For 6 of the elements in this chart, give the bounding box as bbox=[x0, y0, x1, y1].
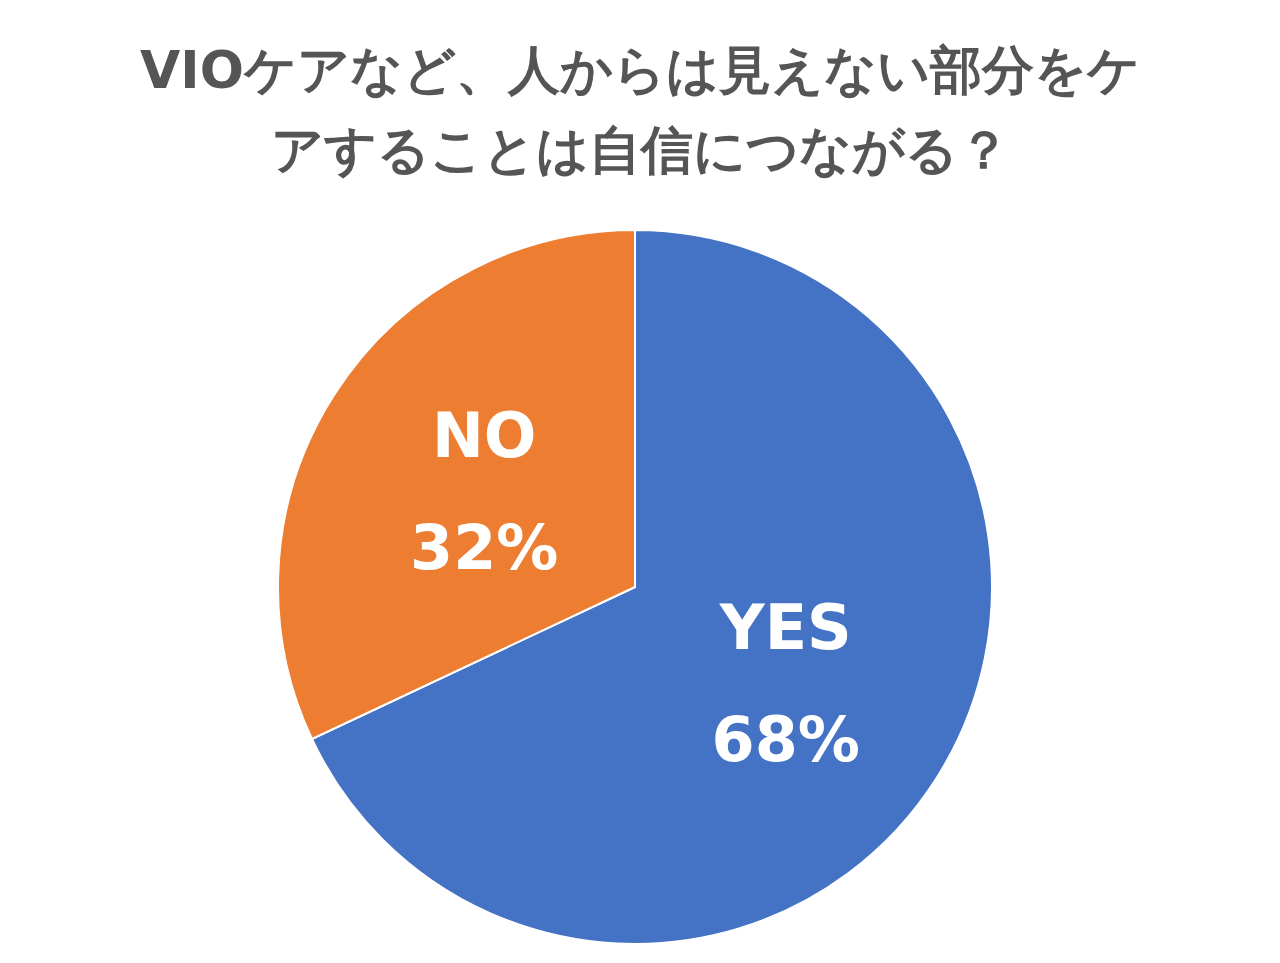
slice-label: NO bbox=[431, 399, 537, 473]
chart-title: VIOケアなど、人からは見えない部分をケアすることは自信につながる？ bbox=[139, 39, 1141, 182]
data-label: 32% bbox=[410, 511, 559, 585]
slice-label: YES bbox=[718, 590, 852, 664]
data-label: 68% bbox=[711, 702, 860, 776]
pie-slice bbox=[277, 229, 636, 740]
